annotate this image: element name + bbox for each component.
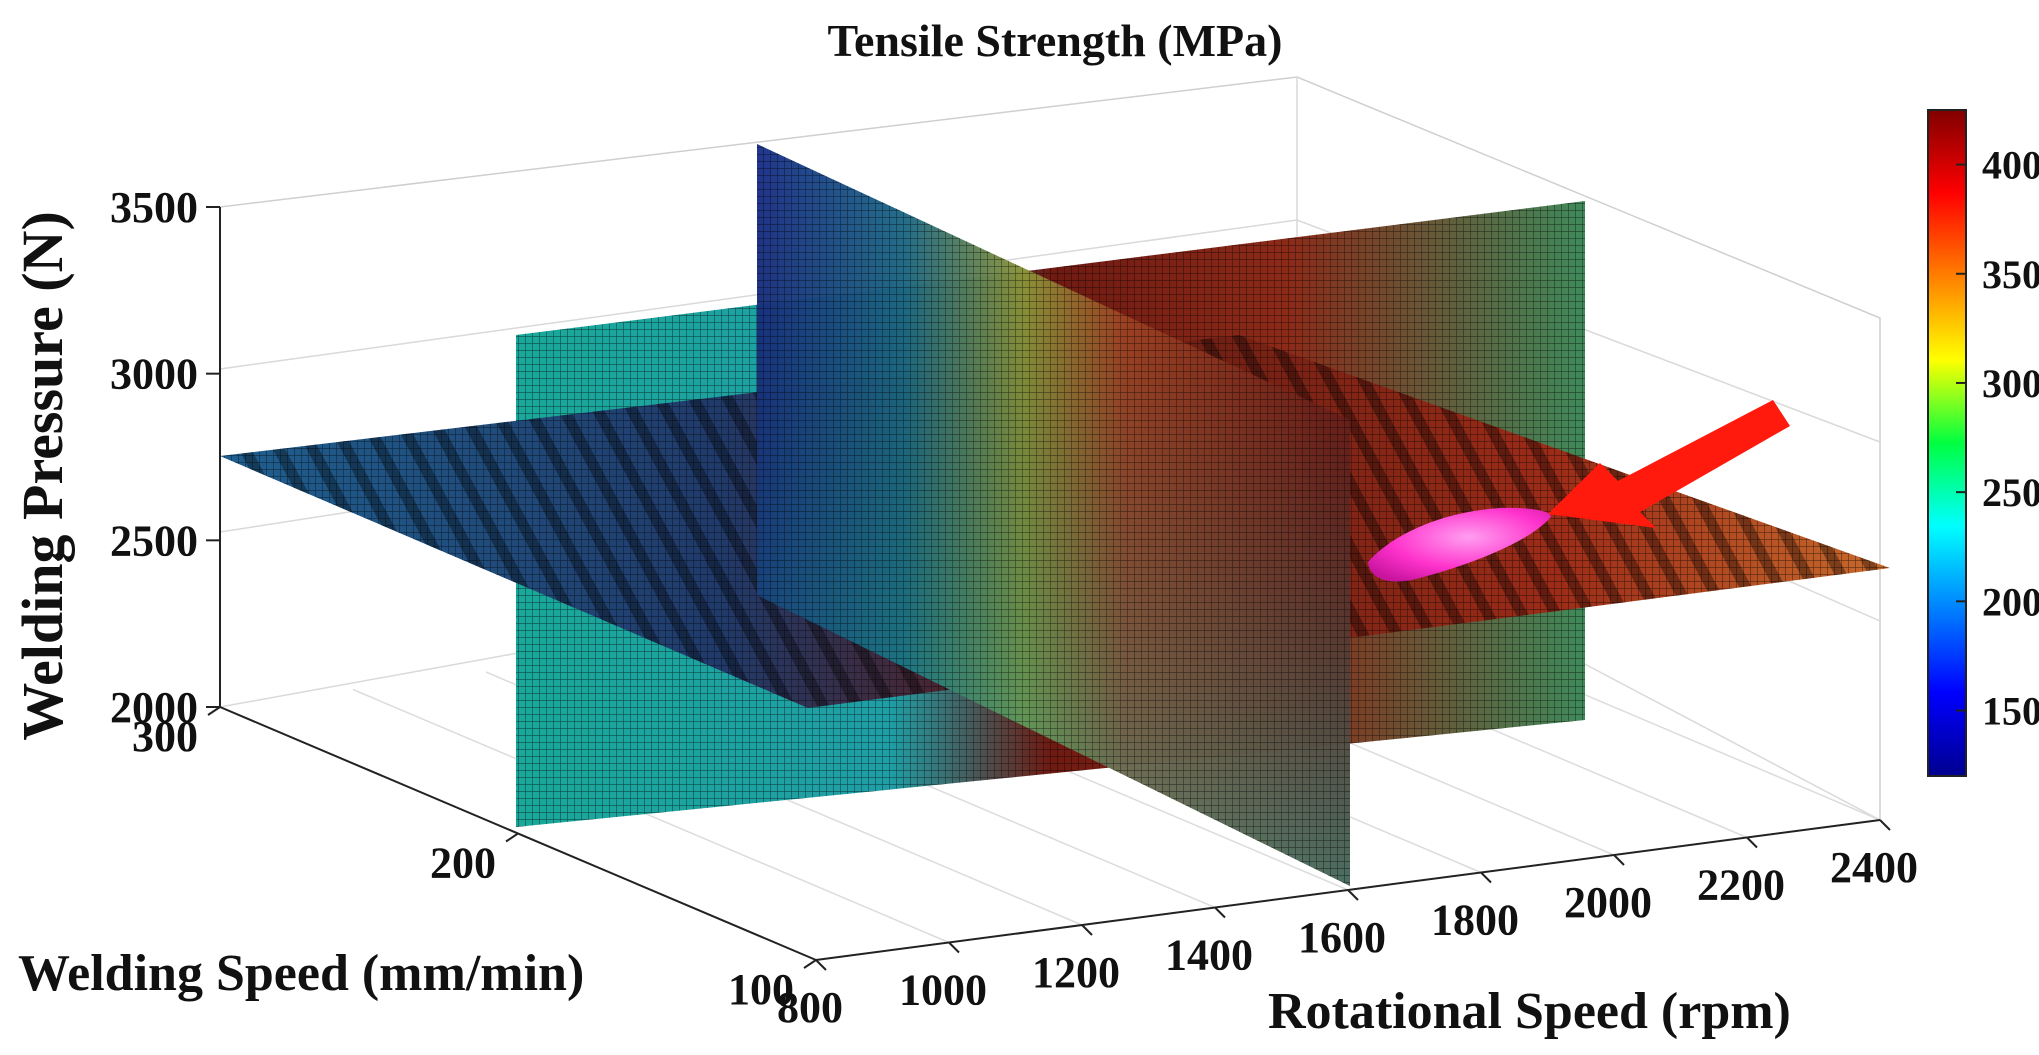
floor-grid-line [352,688,950,944]
slice-planes [220,144,1890,886]
x-tick-label: 2000 [1564,878,1652,927]
x-tick-mark [1081,924,1093,936]
x-tick-mark [1879,819,1891,831]
optimum-blob [1368,507,1551,582]
colorbar-tick-label: 400 [1982,143,2039,188]
y-tick-mark [803,959,817,969]
z-tick-label: 2500 [110,516,198,565]
colorbar-gradient [1927,109,1967,777]
y-axis-label: Welding Speed (mm/min) [18,945,584,1002]
y-tick-label: 100 [728,965,794,1014]
y-tick-label: 300 [132,712,198,761]
x-tick-label: 800 [777,983,843,1032]
x-tick-mark [815,959,827,971]
x-tick-mark [1214,906,1226,919]
z-axis-label: Welding Pressure (N) [10,211,75,741]
x-tick-mark [1480,871,1492,884]
colorbar-tick-label: 250 [1982,470,2039,515]
x-tick-label: 1000 [899,966,987,1015]
x-axis-ticks: 800 1000 1200 1400 1600 1800 2000 2200 2400 [777,819,1918,1032]
annotation-arrow [1548,400,1790,528]
x-axis-label: Rotational Speed (rpm) [1268,983,1791,1040]
colorbar-ticks: 150 200 250 300 350 400 [1956,143,2039,733]
y-tick-mark [207,706,221,716]
x-tick-label: 1600 [1298,913,1386,962]
colorbar-tick-label: 300 [1982,361,2039,406]
colorbar-tick-label: 150 [1982,688,2039,733]
x-tick-mark [1347,889,1359,901]
x-tick-label: 2400 [1830,843,1918,892]
colorbar-tick-label: 350 [1982,252,2039,297]
chart-title: Tensile Strength (MPa) [828,15,1283,66]
y-axis-ticks: 100 200 300 [132,706,817,1014]
x-tick-label: 1400 [1165,931,1253,980]
y-tick-mark [505,832,519,843]
x-tick-mark [1613,854,1625,866]
y-tick-label: 200 [430,839,496,888]
x-tick-label: 1800 [1431,896,1519,945]
colorbar-tick-label: 200 [1982,579,2039,624]
colorbar: 150 200 250 300 350 400 [1927,109,2039,777]
z-tick-label: 3000 [110,350,198,399]
optimum-region [1368,507,1551,582]
x-tick-mark [948,941,960,954]
x-tick-label: 2200 [1697,861,1785,910]
x-tick-label: 1200 [1032,948,1120,997]
x-tick-mark [1746,836,1758,849]
z-tick-label: 2000 [110,683,198,732]
z-tick-label: 3500 [110,183,198,232]
z-axis-ticks: 2000 2500 3000 3500 [110,183,220,732]
